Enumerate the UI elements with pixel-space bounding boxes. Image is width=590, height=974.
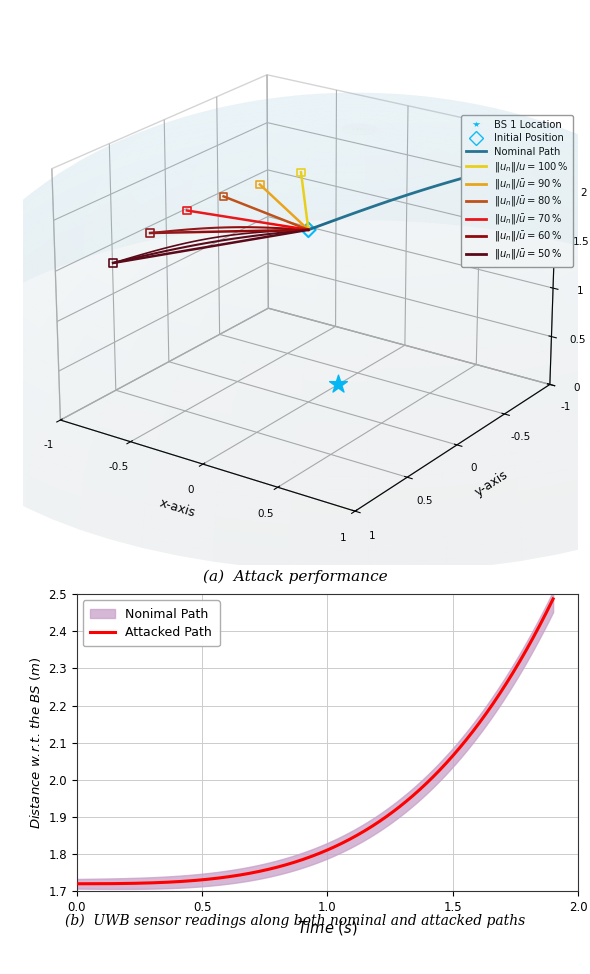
Attacked Path xyxy=(550,593,557,605)
Legend: BS 1 Location, Initial Position, Nominal Path, $\|u_n\|/u = 100\,\%$, $\|u_n\|/\: BS 1 Location, Initial Position, Nominal… xyxy=(461,115,573,267)
Attacked Path xyxy=(538,616,545,627)
Legend: Nonimal Path, Attacked Path: Nonimal Path, Attacked Path xyxy=(83,600,219,647)
Text: (b)  UWB sensor readings along both nominal and attacked paths: (b) UWB sensor readings along both nomin… xyxy=(65,914,525,928)
X-axis label: Time $(s)$: Time $(s)$ xyxy=(297,919,358,938)
Line: Attacked Path: Attacked Path xyxy=(77,599,553,883)
Attacked Path xyxy=(357,828,364,840)
X-axis label: x-axis: x-axis xyxy=(158,497,197,520)
Text: (a)  Attack performance: (a) Attack performance xyxy=(203,570,387,584)
Attacked Path xyxy=(331,841,338,852)
Attacked Path xyxy=(300,853,307,865)
Attacked Path xyxy=(302,852,309,864)
Attacked Path xyxy=(464,732,471,744)
Y-axis label: Distance w.r.t. the BS $(m)$: Distance w.r.t. the BS $(m)$ xyxy=(28,656,42,829)
Y-axis label: y-axis: y-axis xyxy=(473,468,511,499)
Attacked Path xyxy=(73,878,80,889)
